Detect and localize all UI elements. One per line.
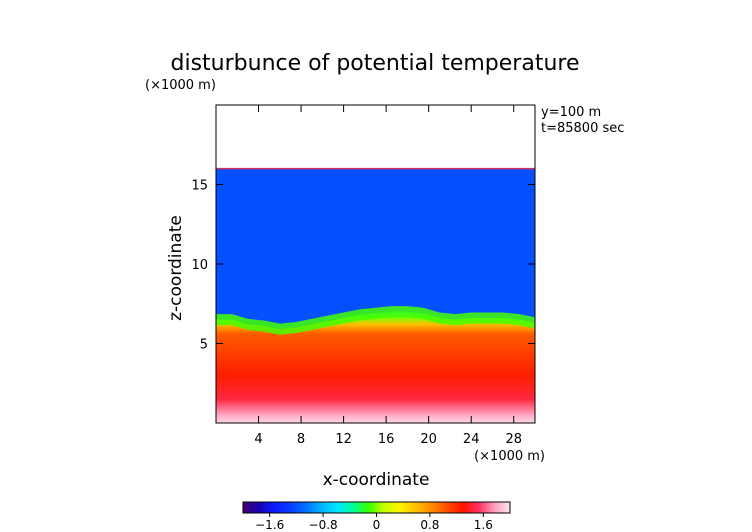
colorbar-ticks: −1.6 −0.8 0 0.8 1.6 <box>255 513 493 532</box>
x-tick-label: 12 <box>335 432 352 447</box>
x-tick-label: 20 <box>420 432 437 447</box>
x-tick-label: 4 <box>254 432 262 447</box>
x-axis-label: x-coordinate <box>323 470 430 490</box>
annotation-y: y=100 m <box>541 105 601 120</box>
x-axis: 4 8 12 16 20 24 28 <box>254 105 522 447</box>
warm-lower-layer <box>216 311 535 423</box>
y-tick-label: 15 <box>191 179 208 194</box>
chart-title: disturbunce of potential temperature <box>171 51 580 76</box>
colorbar-tick-label: 0.8 <box>420 518 439 532</box>
x-tick-label: 16 <box>378 432 395 447</box>
y-tick-label: 5 <box>200 338 208 353</box>
x-tick-label: 8 <box>297 432 305 447</box>
heatmap-field <box>216 167 535 423</box>
colorbar-tick-label: 0 <box>373 518 381 532</box>
colorbar-tick-label: −1.6 <box>255 518 284 532</box>
top-unit-note: (×1000 m) <box>145 78 216 93</box>
x-unit-note: (×1000 m) <box>474 449 545 464</box>
colorbar <box>242 501 511 514</box>
y-axis-label: z-coordinate <box>166 215 186 321</box>
colorbar-tick-label: 1.6 <box>474 518 493 532</box>
colorbar-tick-label: −0.8 <box>309 518 338 532</box>
y-tick-label: 10 <box>191 258 208 273</box>
y-axis: 5 10 15 <box>191 179 535 353</box>
x-tick-label: 24 <box>463 432 480 447</box>
annotation-t: t=85800 sec <box>541 121 624 136</box>
x-tick-label: 28 <box>505 432 522 447</box>
interface-band <box>216 306 535 335</box>
